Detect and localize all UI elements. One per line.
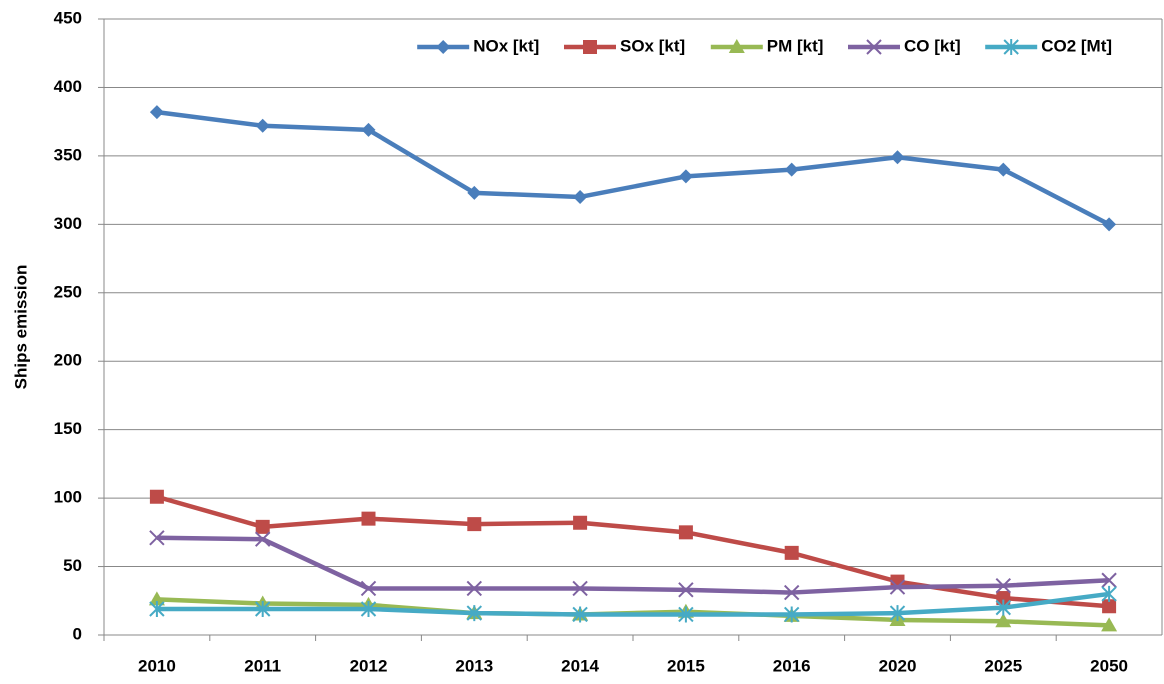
marker [149, 530, 165, 546]
marker [1101, 572, 1117, 588]
x-tick-label: 2012 [350, 656, 388, 675]
marker [1101, 585, 1117, 602]
y-tick-label: 350 [54, 145, 82, 164]
marker [996, 591, 1011, 606]
marker [996, 162, 1011, 177]
x-tick-label: 2014 [561, 656, 599, 675]
marker [678, 582, 694, 598]
series-line [156, 591, 1110, 617]
marker [254, 531, 271, 547]
y-tick-label: 150 [54, 419, 82, 438]
legend-label: PM [kt] [767, 36, 824, 55]
x-tick-label: 2025 [984, 656, 1022, 675]
x-tick-label: 2013 [455, 656, 493, 675]
marker [890, 150, 905, 165]
marker [467, 517, 482, 532]
series [149, 105, 1117, 232]
x-tick-label: 2016 [773, 656, 811, 675]
legend-label: CO2 [Mt] [1041, 36, 1112, 55]
marker [361, 511, 376, 526]
marker [466, 605, 483, 622]
marker [728, 39, 745, 53]
marker [360, 600, 377, 617]
marker [783, 606, 800, 623]
marker [360, 580, 377, 597]
y-tick-label: 400 [54, 77, 82, 96]
legend-label: CO [kt] [904, 36, 961, 55]
x-tick-label: 2050 [1090, 656, 1128, 675]
marker [784, 162, 799, 177]
marker [255, 519, 270, 534]
marker [889, 579, 906, 595]
x-tick-label: 2010 [138, 656, 176, 675]
marker [572, 606, 588, 623]
marker [254, 600, 271, 617]
marker [678, 525, 693, 540]
y-tick-label: 300 [54, 214, 82, 233]
x-tick-label: 2015 [667, 656, 705, 675]
series-line [156, 535, 1110, 595]
x-tick-label: 2020 [879, 656, 917, 675]
marker [995, 613, 1012, 628]
series [149, 489, 1117, 614]
y-tick-label: 250 [54, 282, 82, 301]
marker [255, 118, 270, 133]
marker [149, 105, 164, 120]
marker [889, 605, 906, 622]
marker [995, 578, 1012, 594]
marker [572, 580, 588, 597]
marker [783, 584, 800, 601]
marker [1003, 39, 1019, 55]
marker [1102, 599, 1117, 614]
marker [148, 591, 165, 606]
marker [573, 515, 588, 530]
y-tick-label: 450 [54, 8, 82, 27]
marker [149, 600, 165, 617]
marker [784, 545, 799, 560]
y-tick-label: 200 [54, 351, 82, 370]
y-axis-label: Ships emission [11, 265, 30, 390]
y-tick-label: 0 [73, 624, 82, 643]
marker [583, 40, 597, 54]
series-line [156, 494, 1110, 609]
marker [467, 185, 482, 200]
y-tick-label: 100 [54, 488, 82, 507]
marker [436, 40, 451, 54]
legend-label: SOx [kt] [620, 36, 685, 55]
legend-label: NOx [kt] [473, 36, 539, 55]
marker [678, 169, 693, 184]
x-tick-label: 2011 [244, 656, 281, 675]
series [149, 530, 1117, 601]
series [149, 585, 1117, 623]
marker [361, 122, 376, 137]
marker [678, 606, 694, 623]
marker [1101, 617, 1118, 632]
marker [866, 39, 882, 55]
series-line [156, 109, 1111, 227]
marker [573, 189, 588, 204]
marker [995, 599, 1012, 616]
marker [466, 580, 483, 597]
marker [149, 489, 164, 504]
marker [1102, 217, 1117, 232]
y-tick-label: 50 [63, 556, 82, 575]
